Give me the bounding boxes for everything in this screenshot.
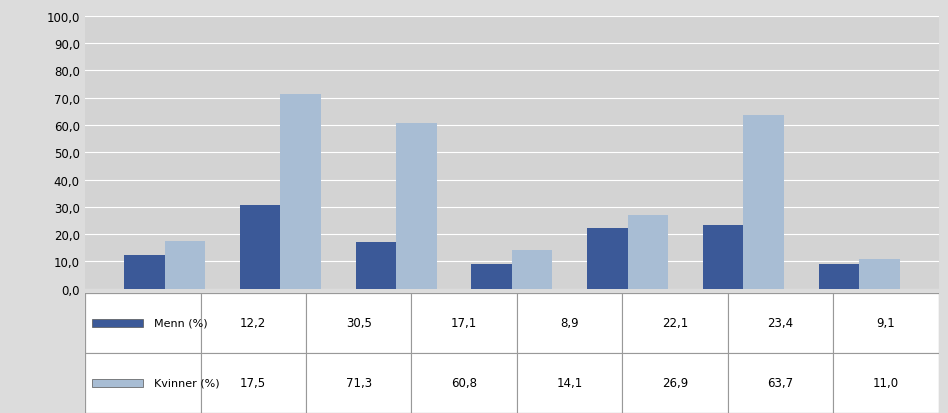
Bar — [622, 293, 728, 353]
Text: 17,5: 17,5 — [240, 377, 266, 389]
Bar — [92, 380, 143, 387]
Text: Kvinner (%): Kvinner (%) — [154, 378, 219, 388]
Bar — [728, 353, 833, 413]
Bar — [512, 251, 553, 289]
Text: 23,4: 23,4 — [767, 317, 793, 330]
Bar — [85, 353, 201, 413]
Bar — [622, 353, 728, 413]
Bar — [240, 206, 281, 289]
Bar — [306, 293, 411, 353]
Bar — [743, 116, 784, 289]
Bar — [728, 293, 833, 353]
Text: 60,8: 60,8 — [451, 377, 477, 389]
Bar — [859, 259, 900, 289]
Bar — [201, 353, 306, 413]
Bar — [471, 265, 512, 289]
Text: 63,7: 63,7 — [767, 377, 793, 389]
Bar — [517, 293, 622, 353]
Text: 22,1: 22,1 — [662, 317, 688, 330]
Bar — [411, 353, 517, 413]
Bar — [833, 353, 939, 413]
Bar — [201, 293, 306, 353]
Bar — [833, 293, 939, 353]
Text: 71,3: 71,3 — [346, 377, 372, 389]
Text: 26,9: 26,9 — [662, 377, 688, 389]
Text: 8,9: 8,9 — [560, 317, 579, 330]
Bar — [702, 225, 743, 289]
Bar — [411, 293, 517, 353]
Bar — [356, 242, 396, 289]
Bar — [165, 241, 205, 289]
Bar — [517, 353, 622, 413]
Text: Menn (%): Menn (%) — [154, 318, 208, 328]
Text: 11,0: 11,0 — [873, 377, 899, 389]
Text: 30,5: 30,5 — [346, 317, 372, 330]
Text: 14,1: 14,1 — [556, 377, 583, 389]
Bar — [819, 264, 859, 289]
Bar — [92, 320, 143, 327]
Bar — [396, 123, 437, 289]
Text: 12,2: 12,2 — [240, 317, 266, 330]
Text: 9,1: 9,1 — [877, 317, 895, 330]
Bar — [124, 256, 165, 289]
Bar — [628, 216, 668, 289]
Bar — [306, 353, 411, 413]
Bar — [587, 229, 628, 289]
Bar — [85, 293, 201, 353]
Bar — [281, 95, 321, 289]
Text: 17,1: 17,1 — [451, 317, 477, 330]
